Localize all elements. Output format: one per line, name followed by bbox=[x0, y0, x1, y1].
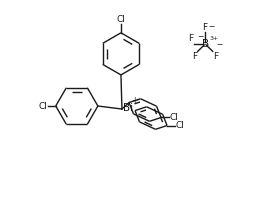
Text: −: − bbox=[197, 32, 204, 41]
Text: +: + bbox=[131, 96, 138, 105]
Text: Cl: Cl bbox=[176, 121, 184, 130]
Text: B: B bbox=[202, 39, 209, 49]
Text: F: F bbox=[192, 52, 197, 61]
Text: Cl: Cl bbox=[116, 15, 125, 24]
Text: F: F bbox=[188, 34, 193, 43]
Text: Cl: Cl bbox=[38, 102, 47, 110]
Text: −: − bbox=[208, 23, 214, 32]
Text: Bi: Bi bbox=[123, 103, 133, 113]
Text: F: F bbox=[213, 52, 219, 61]
Text: −: − bbox=[200, 40, 207, 49]
Text: Cl: Cl bbox=[169, 113, 178, 122]
Text: F: F bbox=[202, 23, 207, 32]
Text: −: − bbox=[216, 40, 223, 49]
Text: 3+: 3+ bbox=[209, 36, 219, 41]
